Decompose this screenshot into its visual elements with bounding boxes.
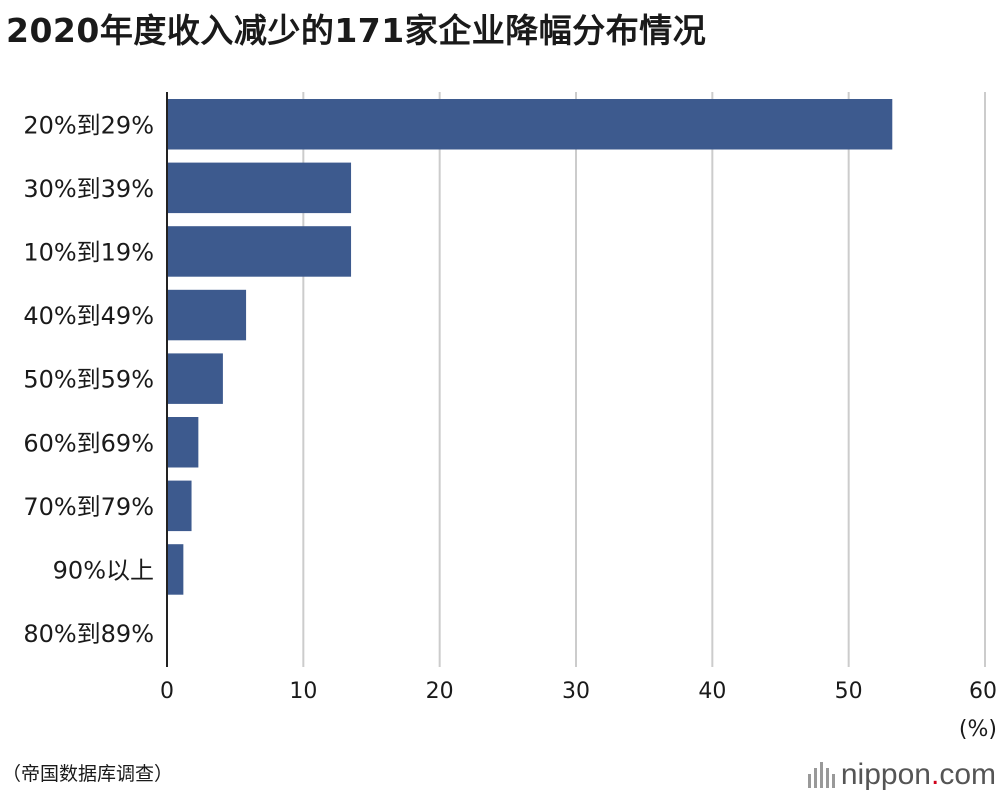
- x-tick-label: 30: [562, 679, 590, 704]
- x-tick-label: 50: [835, 679, 863, 704]
- x-tick-label: 0: [160, 679, 174, 704]
- category-label: 50%到59%: [23, 366, 154, 394]
- category-label: 90%以上: [53, 556, 154, 584]
- bar: [168, 226, 352, 277]
- category-label: 20%到29%: [23, 111, 154, 139]
- bar: [168, 289, 247, 341]
- bar: [168, 99, 893, 150]
- category-label: 60%到69%: [23, 429, 154, 457]
- bar: [168, 480, 192, 532]
- category-labels: 20%到29% 30%到39% 10%到19% 40%到49% 50%到59% 60%到6…: [23, 111, 154, 648]
- category-label: 10%到19%: [23, 238, 154, 266]
- bar: [168, 162, 352, 214]
- bar: [168, 544, 184, 595]
- bar: [168, 417, 199, 468]
- x-unit-label: (%): [959, 717, 997, 742]
- x-tick-label: 60: [969, 679, 997, 704]
- chart-title: 2020年度收入减少的171家企业降幅分布情况: [6, 11, 707, 50]
- x-tick-label: 20: [426, 679, 454, 704]
- brand-name: nippon.com: [840, 758, 996, 791]
- bars: [168, 99, 893, 595]
- source-note: （帝国数据库调查）: [2, 763, 174, 785]
- x-tick-label: 10: [289, 679, 317, 704]
- bar: [168, 353, 223, 404]
- x-tick-label: 40: [698, 679, 726, 704]
- grid-lines: [302, 92, 986, 667]
- category-label: 80%到89%: [23, 620, 154, 648]
- category-label: 40%到49%: [23, 302, 154, 330]
- category-label: 70%到79%: [23, 493, 154, 521]
- x-tick-labels: 0 10 20 30 40 50 60: [160, 679, 997, 704]
- category-label: 30%到39%: [23, 175, 154, 203]
- brand-logo: nippon.com: [807, 758, 996, 792]
- nippon-logo-icon: [807, 762, 835, 788]
